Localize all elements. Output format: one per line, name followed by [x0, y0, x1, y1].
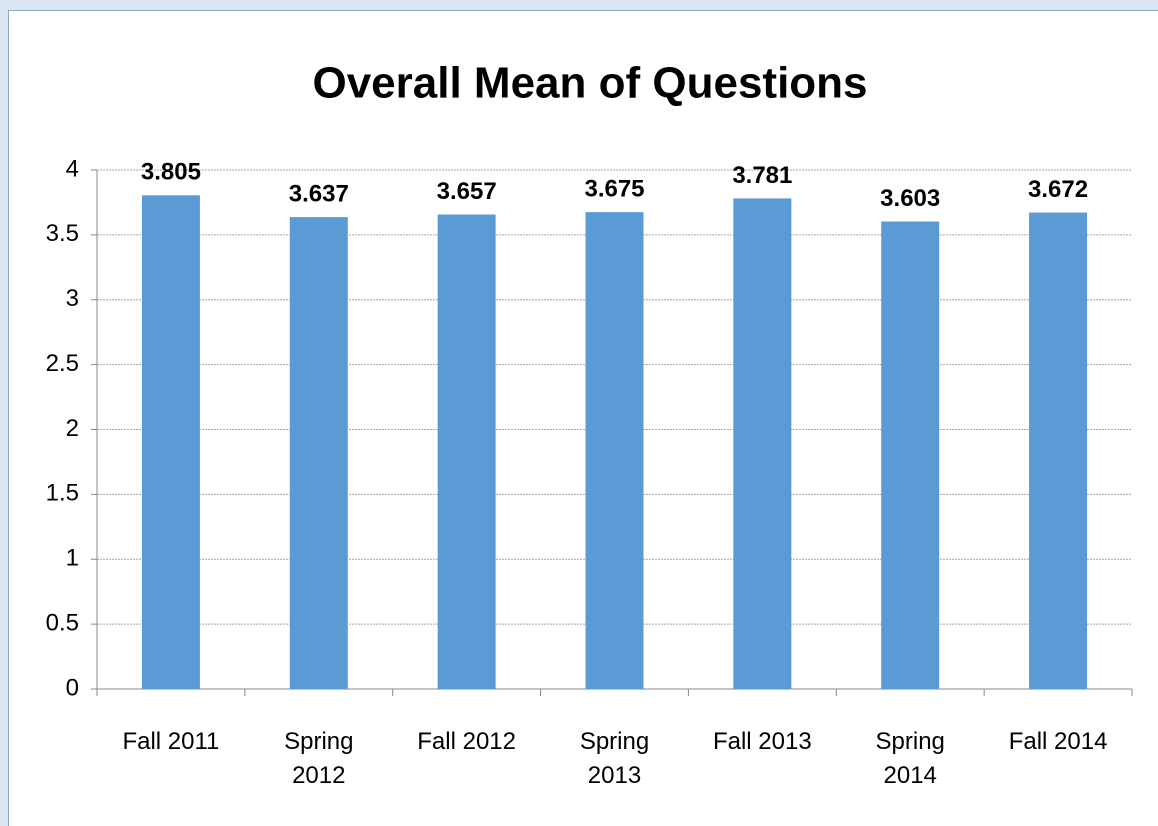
- data-label: 3.675: [584, 176, 644, 203]
- y-tick-label: 2: [66, 415, 79, 442]
- bar: [289, 217, 348, 689]
- x-tick-label: Fall 2011: [122, 728, 220, 755]
- y-tick-label: 3: [66, 285, 79, 312]
- bar: [585, 212, 644, 689]
- data-label: 3.805: [141, 159, 201, 186]
- x-tick-label: Fall 2014: [1008, 728, 1108, 755]
- y-tick-label: 4: [66, 155, 79, 182]
- bar: [141, 195, 200, 689]
- data-label: 3.781: [732, 162, 792, 189]
- x-tick-label: Spring 2012: [284, 728, 354, 789]
- y-tick-label: 2.5: [46, 350, 79, 377]
- y-tick-label: 1.5: [46, 480, 79, 507]
- bar: [1029, 212, 1088, 690]
- bar: [733, 198, 792, 689]
- y-tick-label: 0.5: [46, 609, 79, 636]
- data-label: 3.603: [880, 185, 940, 212]
- y-tick-label: 1: [66, 545, 79, 572]
- data-label: 3.657: [437, 178, 497, 205]
- y-tick-label: 0: [66, 674, 79, 701]
- x-tick-label: Fall 2013: [712, 728, 812, 755]
- x-tick-label: Fall 2012: [417, 728, 516, 755]
- data-label: 3.672: [1028, 176, 1088, 203]
- x-tick-label: Spring 2014: [875, 728, 945, 789]
- x-tick-label: Spring 2013: [579, 728, 650, 789]
- bar: [881, 221, 940, 690]
- bar: [437, 214, 496, 689]
- chart-title: Overall Mean of Questions: [312, 59, 867, 108]
- data-label: 3.637: [289, 180, 349, 207]
- y-tick-label: 3.5: [46, 220, 79, 247]
